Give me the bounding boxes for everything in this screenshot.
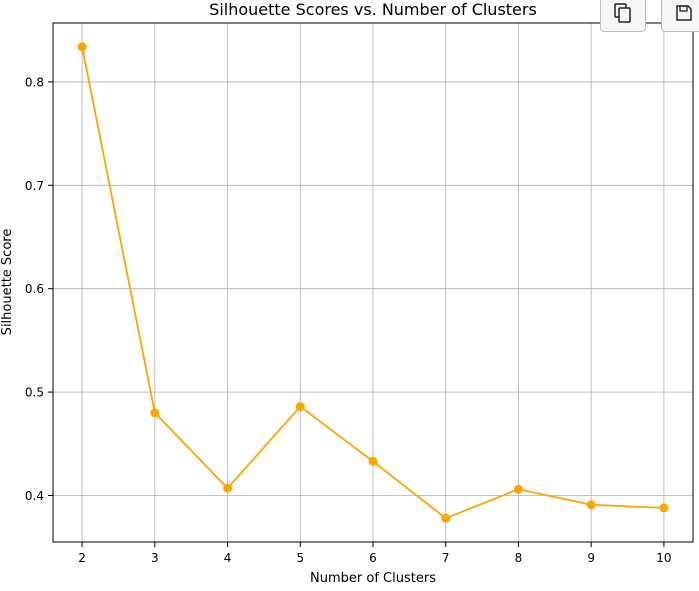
chart-title: Silhouette Scores vs. Number of Clusters [209,0,537,19]
data-point [150,408,160,418]
x-tick-label: 10 [656,551,671,565]
data-point [586,500,596,510]
x-axis-label: Number of Clusters [310,571,436,586]
x-tick-label: 6 [369,551,377,565]
copy-button[interactable] [600,0,646,32]
data-point [368,456,378,466]
x-tick-label: 8 [515,551,523,565]
y-tick-label: 0.4 [25,489,44,503]
copy-icon [613,2,633,24]
ticks: 2 3 4 5 6 7 8 9 10 0.4 0.5 0.6 0.7 0.8 [25,75,672,565]
data-point [513,484,523,494]
data-point [441,513,451,523]
grid [53,23,693,542]
x-tick-label: 4 [224,551,232,565]
save-button[interactable] [661,0,699,32]
x-tick-label: 9 [587,551,595,565]
x-tick-label: 3 [151,551,159,565]
x-tick-label: 5 [296,551,304,565]
y-axis-label: Silhouette Score [0,229,15,336]
points [77,42,669,523]
y-tick-label: 0.5 [25,386,44,400]
data-point [295,402,305,412]
data-point [659,503,669,513]
y-tick-label: 0.7 [25,179,44,193]
x-tick-label: 7 [442,551,450,565]
x-tick-label: 2 [78,551,86,565]
data-point [77,42,87,52]
y-tick-label: 0.6 [25,282,44,296]
save-icon [675,4,693,22]
y-tick-label: 0.8 [25,75,44,89]
data-point [223,483,233,493]
